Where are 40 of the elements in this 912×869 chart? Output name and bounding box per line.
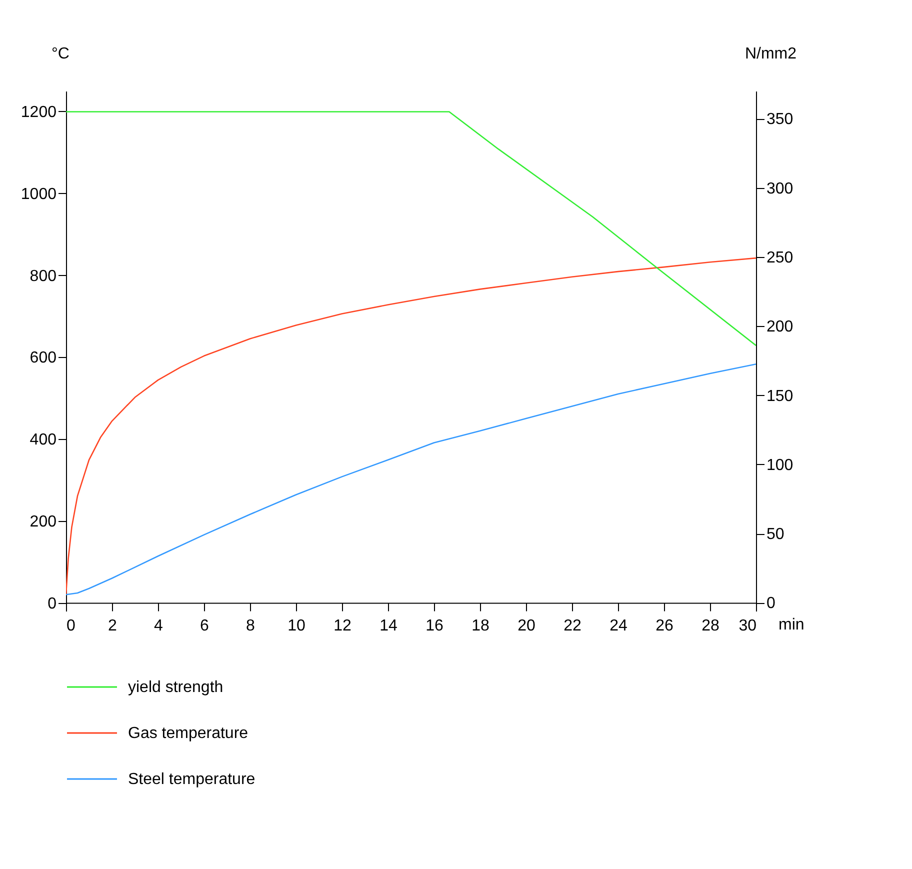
y2-tick-label: 100 — [766, 456, 794, 474]
y2-tick-label: 350 — [766, 111, 794, 128]
y2-tick-label: 250 — [766, 249, 794, 266]
y-tick-label: 400 — [30, 432, 57, 449]
y-tick-label: 800 — [30, 268, 57, 285]
y-axis-title: °C — [52, 46, 70, 62]
x-tick-label: 10 — [288, 617, 306, 634]
x-tick-label: 14 — [380, 617, 398, 634]
x-tick-label: 28 — [702, 617, 720, 634]
y-tick-label: 200 — [30, 513, 57, 530]
x-tick-label: 30 — [738, 617, 757, 634]
x-tick-label: 6 — [200, 617, 210, 634]
y2-tick-label: 300 — [766, 180, 794, 198]
y2-tick-label: 0 — [766, 595, 776, 612]
y2-tick-label: 150 — [766, 388, 794, 405]
line-series — [66, 363, 756, 596]
line-series — [66, 257, 756, 596]
x-tick-label: 4 — [154, 617, 164, 634]
y-tick-label: 0 — [48, 595, 57, 612]
x-tick-label: 8 — [246, 617, 256, 634]
y2-tick-label: 50 — [766, 526, 784, 544]
x-tick-label: 16 — [426, 617, 444, 634]
legend-label: Gas temperature — [128, 725, 248, 742]
x-tick-label: 12 — [334, 617, 352, 634]
x-tick-label: 24 — [610, 617, 628, 634]
x-axis-title: min — [778, 616, 804, 634]
y2-tick-label: 200 — [766, 318, 794, 336]
x-tick-label: 22 — [564, 617, 582, 634]
legend-label: yield strength — [128, 679, 224, 696]
y-tick-label: 1000 — [20, 186, 57, 203]
y-tick-label: 1200 — [20, 104, 57, 121]
y2-axis-title: N/mm2 — [744, 46, 797, 62]
x-tick-label: 20 — [518, 617, 536, 634]
line-series — [66, 111, 756, 346]
x-tick-label: 26 — [656, 617, 674, 634]
legend-label: Steel temperature — [128, 771, 256, 788]
y-tick-label: 600 — [30, 350, 57, 367]
x-tick-label: 18 — [472, 617, 490, 634]
x-tick-label: 0 — [66, 617, 76, 634]
x-tick-label: 2 — [108, 617, 118, 634]
